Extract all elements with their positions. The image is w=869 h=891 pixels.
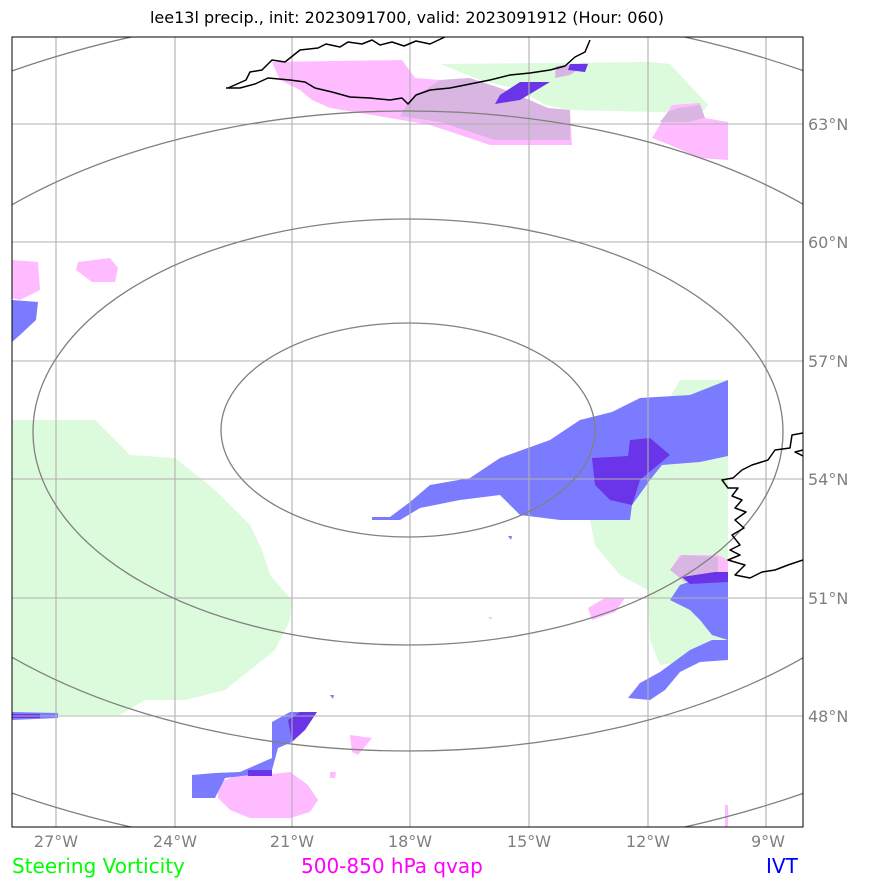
map-title: lee13l precip., init: 2023091700, valid:… — [149, 8, 665, 27]
legend-ivt: IVT — [766, 854, 798, 878]
lat-tick-labels: 63°N 60°N 57°N 54°N 51°N 48°N — [808, 115, 848, 726]
lon-label-9w: 9°W — [751, 832, 785, 851]
lat-label-48n: 48°N — [808, 707, 848, 726]
steering-vorticity-field — [12, 62, 728, 715]
lon-label-12w: 12°W — [626, 832, 670, 851]
legend-qvap: 500-850 hPa qvap — [301, 854, 483, 878]
plot-frame — [11, 36, 804, 828]
lon-label-18w: 18°W — [388, 832, 432, 851]
lat-label-54n: 54°N — [808, 470, 848, 489]
lon-label-21w: 21°W — [270, 832, 314, 851]
legend-steering-vorticity: Steering Vorticity — [12, 854, 185, 878]
meridians — [55, 37, 767, 827]
ivt-field — [12, 300, 728, 798]
parallels — [12, 123, 803, 717]
lat-label-57n: 57°N — [808, 352, 848, 371]
lon-label-27w: 27°W — [34, 832, 78, 851]
lat-label-51n: 51°N — [808, 589, 848, 608]
ivt-strong-field — [12, 64, 728, 776]
lon-label-15w: 15°W — [507, 832, 551, 851]
coastlines — [226, 37, 803, 579]
lon-label-24w: 24°W — [153, 832, 197, 851]
lon-tick-labels: 27°W 24°W 21°W 18°W 15°W 12°W 9°W — [34, 832, 785, 851]
range-rings — [12, 37, 803, 827]
lat-label-63n: 63°N — [808, 115, 848, 134]
lat-label-60n: 60°N — [808, 233, 848, 252]
